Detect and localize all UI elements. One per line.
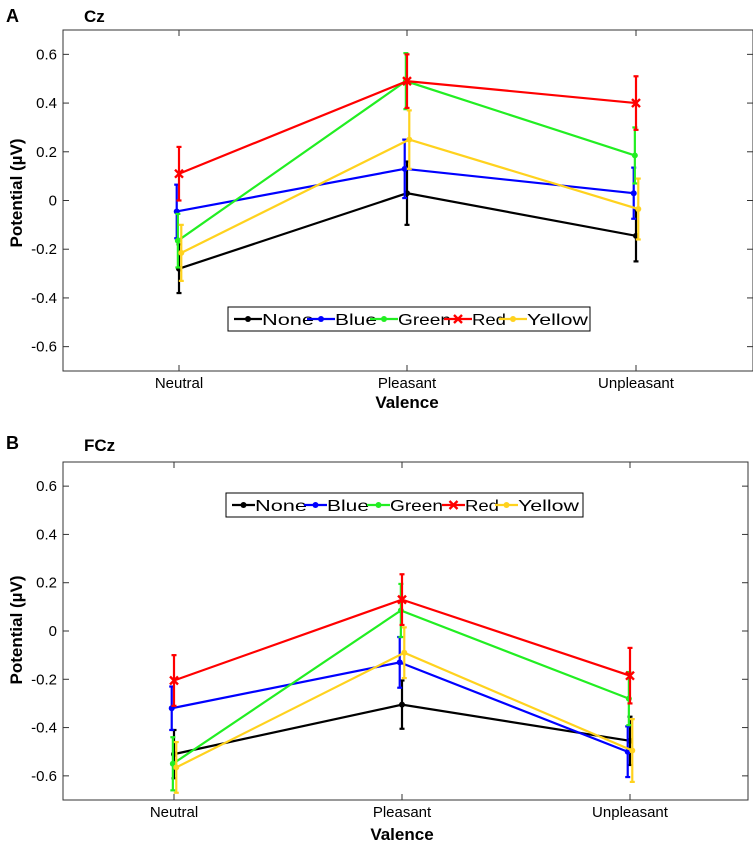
- legend-swatch-marker: [312, 502, 319, 508]
- panel-b: B FCz Potential (µV) Valence 0.6 0.4 0.2 0 -…: [6, 433, 749, 844]
- series-yellow: [173, 626, 636, 794]
- panel-a: A Cz Potential (µV) Valence 0.6 0.4 0.2 0 -0…: [6, 6, 753, 412]
- series-yellow: [178, 109, 642, 282]
- data-point: [401, 649, 408, 656]
- x-tick-label: Pleasant: [373, 804, 432, 821]
- legend-label: Yellow: [527, 312, 589, 329]
- data-point: [631, 98, 641, 108]
- data-point: [401, 165, 408, 172]
- data-point: [174, 168, 184, 179]
- legend-item-yellow: Yellow: [495, 498, 580, 515]
- legend-swatch-marker: [381, 316, 387, 322]
- y-tick-label: 0.6: [36, 478, 57, 495]
- data-point: [397, 594, 407, 605]
- y-axis-title: Potential (µV): [7, 139, 26, 248]
- y-tick-label: -0.4: [31, 290, 57, 307]
- legend-box: [225, 492, 584, 518]
- x-tick-label: Unpleasant: [598, 375, 675, 392]
- legend-swatch-marker: [240, 502, 247, 508]
- series-red: [169, 573, 635, 707]
- data-point: [635, 206, 642, 213]
- y-tick-label: 0.4: [36, 95, 57, 112]
- data-point: [629, 747, 636, 754]
- legend-item-red: Red: [444, 312, 506, 329]
- data-point: [169, 675, 179, 686]
- plot-area: 0.6 0.4 0.2 0 -0.2 -0.4 -0.6 Neutral Pleasant Unp…: [31, 461, 749, 821]
- y-tick-label: -0.2: [31, 241, 57, 258]
- data-point: [173, 764, 180, 771]
- panel-title: Cz: [84, 7, 105, 26]
- plot-area: 0.6 0.4 0.2 0 -0.2 -0.4 -0.6 Neutral Pleasant Unp…: [31, 29, 753, 392]
- data-point: [630, 190, 637, 197]
- series-green: [169, 582, 632, 792]
- legend-label: None: [255, 498, 307, 515]
- series-blue: [168, 635, 631, 779]
- legend-label: None: [262, 312, 314, 329]
- data-point: [406, 136, 413, 143]
- legend-label: Red: [465, 498, 499, 515]
- y-tick-label: 0: [49, 623, 57, 640]
- data-point: [178, 249, 185, 256]
- legend-item-none: None: [232, 498, 307, 515]
- y-tick-label: 0.4: [36, 526, 57, 543]
- y-tick-label: 0.6: [36, 46, 57, 63]
- data-point: [396, 659, 403, 666]
- y-tick-label: -0.6: [31, 768, 57, 785]
- legend-label: Blue: [327, 498, 369, 515]
- legend-swatch-marker: [510, 316, 516, 322]
- y-tick-label: 0.2: [36, 144, 57, 161]
- y-tick-label: -0.4: [31, 720, 57, 737]
- y-tick-label: -0.2: [31, 671, 57, 688]
- legend-label: Green: [390, 498, 443, 515]
- legend-swatch-marker: [503, 502, 510, 508]
- legend-swatch-marker: [318, 316, 324, 322]
- data-point: [402, 76, 412, 86]
- legend-item-green: Green: [370, 312, 451, 329]
- legend-swatch-marker: [245, 316, 251, 322]
- legend-item-blue: Blue: [304, 498, 369, 515]
- legend-swatch-marker: [375, 502, 382, 508]
- legend-item-green: Green: [367, 498, 443, 515]
- legend-label: Blue: [335, 312, 377, 329]
- panel-title: FCz: [84, 436, 115, 455]
- x-tick-label: Unpleasant: [592, 804, 669, 821]
- legend-label: Yellow: [518, 498, 580, 515]
- legend: None Blue Green Red Yellow: [225, 492, 584, 518]
- legend-item-red: Red: [442, 498, 499, 515]
- x-axis-title: Valence: [370, 825, 433, 844]
- y-tick-label: -0.6: [31, 339, 57, 356]
- series-red: [174, 53, 641, 202]
- data-point: [174, 237, 181, 244]
- data-point: [625, 670, 635, 681]
- y-axis-title: Potential (µV): [7, 576, 26, 685]
- data-point: [399, 701, 405, 708]
- x-tick-label: Neutral: [150, 804, 198, 821]
- data-point: [631, 152, 638, 159]
- legend-item-blue: Blue: [307, 312, 377, 329]
- legend-label: Green: [398, 312, 451, 329]
- legend-swatch-marker: [448, 500, 459, 510]
- series-none: [176, 160, 639, 295]
- legend-item-none: None: [234, 312, 314, 329]
- panel-label: B: [6, 433, 19, 453]
- legend: None Blue Green Red Yellow: [227, 306, 591, 332]
- legend-label: Red: [472, 312, 506, 329]
- y-tick-label: 0: [49, 193, 57, 210]
- x-tick-label: Neutral: [155, 375, 203, 392]
- x-axis-title: Valence: [375, 393, 438, 412]
- x-tick-label: Pleasant: [378, 375, 437, 392]
- y-tick-label: 0.2: [36, 575, 57, 592]
- legend-item-yellow: Yellow: [499, 312, 589, 329]
- legend-box: [227, 306, 591, 332]
- legend-swatch-marker: [453, 314, 463, 324]
- panel-label: A: [6, 6, 19, 26]
